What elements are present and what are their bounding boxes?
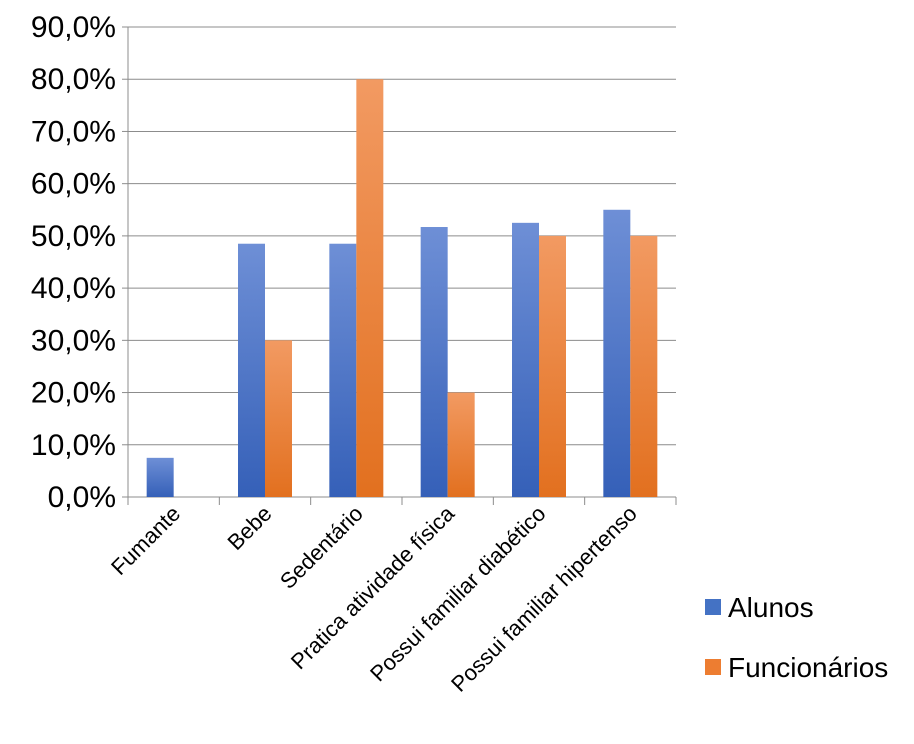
bar-funcionarios-2 — [356, 79, 384, 497]
bar-funcionarios-4 — [539, 235, 566, 497]
bar-alunos-0 — [146, 457, 174, 497]
y-tick-label: 50,0% — [31, 220, 116, 253]
bar-alunos-5 — [603, 209, 631, 497]
y-tick-label: 0,0% — [48, 481, 116, 514]
bar-alunos-3 — [420, 227, 448, 497]
legend-label-funcionarios: Funcionários — [728, 652, 888, 683]
bar-alunos-1 — [238, 243, 265, 497]
y-tick-label: 40,0% — [31, 272, 116, 305]
y-axis: 0,0% 10,0% 20,0% 30,0% 40,0% 50,0% 60,0% 70,0% 8… — [31, 11, 129, 514]
y-tick-label: 70,0% — [31, 115, 116, 148]
bar-alunos-2 — [329, 243, 357, 497]
y-tick-label: 80,0% — [31, 63, 116, 96]
bar-alunos-4 — [512, 222, 539, 498]
legend-swatch-funcionarios — [705, 659, 721, 675]
legend-label-alunos: Alunos — [728, 592, 814, 623]
x-category-label: Sedentário — [275, 501, 368, 594]
y-tick-label: 60,0% — [31, 168, 116, 201]
y-tick-label: 20,0% — [31, 377, 116, 410]
y-tick-label: 10,0% — [31, 429, 116, 462]
legend-swatch-alunos — [705, 599, 721, 615]
bar-funcionarios-5 — [630, 235, 658, 497]
y-tick-label: 90,0% — [31, 11, 116, 44]
x-category-label: Bebe — [223, 501, 277, 555]
y-tick-label: 30,0% — [31, 324, 116, 357]
x-category-label: Possui familiar hipertenso — [446, 501, 642, 697]
bars — [146, 79, 658, 498]
x-category-label: Fumante — [106, 501, 185, 580]
bar-funcionarios-3 — [447, 392, 475, 497]
x-category-label: Possui familiar diabético — [365, 501, 550, 686]
gridlines — [128, 26, 676, 446]
x-category-label: Pratica atividade física — [286, 500, 460, 674]
legend: Alunos Funcionários — [705, 592, 888, 683]
bar-funcionarios-1 — [265, 340, 292, 497]
